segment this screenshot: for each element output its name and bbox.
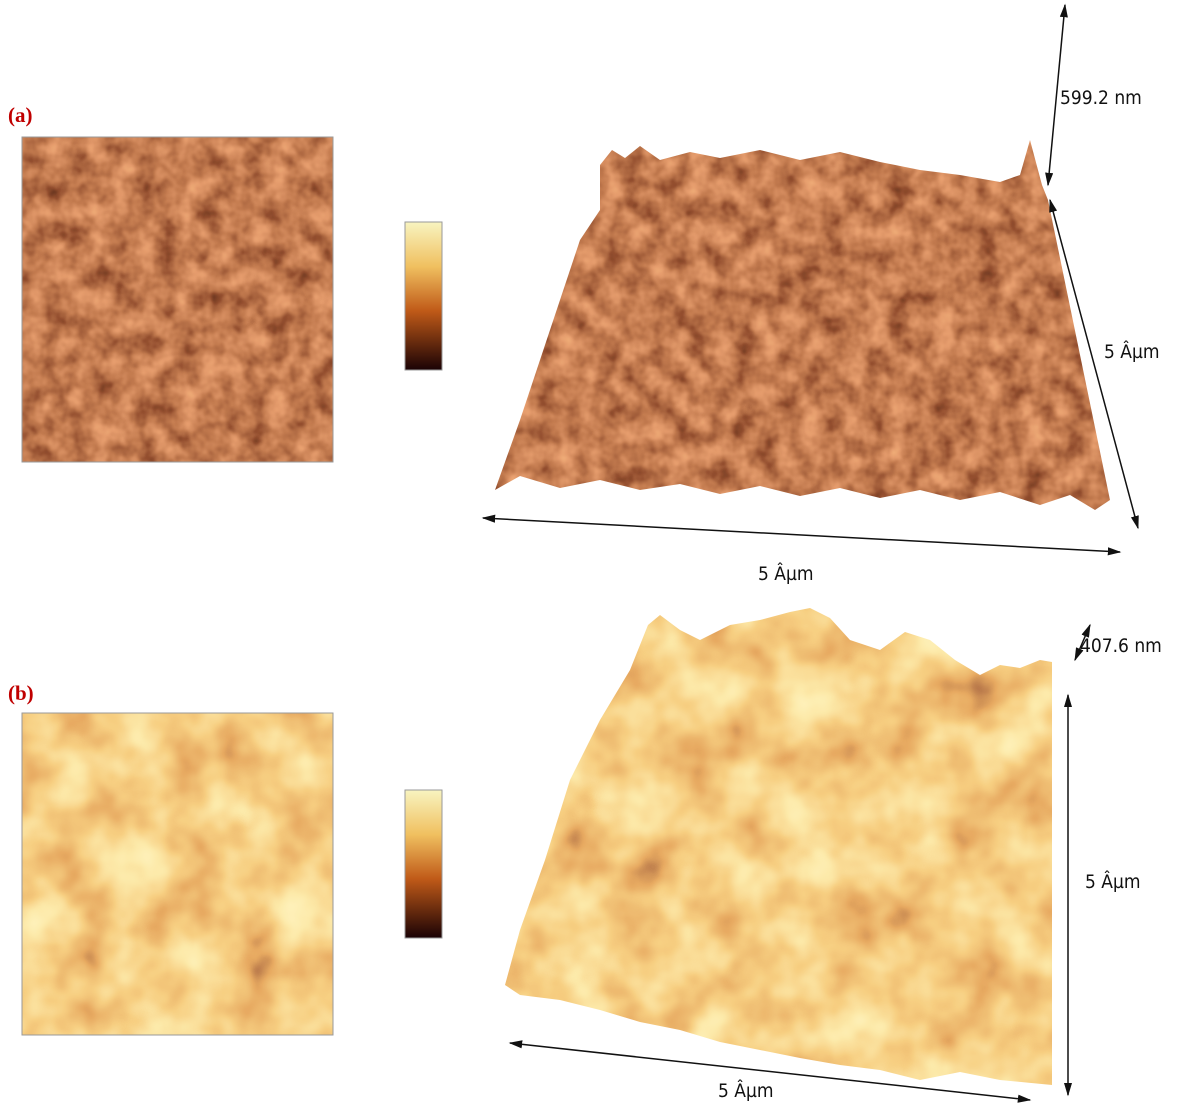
height-label: 407.6 nm — [1080, 635, 1162, 657]
afm-map — [22, 713, 333, 1035]
color-bar — [405, 790, 442, 938]
width-label: 5 Âµm — [718, 1079, 774, 1102]
color-bar — [405, 222, 442, 370]
height-label: 599.2 nm — [1060, 87, 1142, 109]
width-arrow — [483, 518, 1120, 552]
panel-label: (b) — [8, 681, 34, 705]
surface-3d — [505, 608, 1052, 1085]
depth-label: 5 Âµm — [1085, 870, 1141, 893]
figure: (a) 599.2 nm 5 Âµm 5 Âµm (b) 407.6 nm 5 … — [0, 0, 1183, 1103]
width-label: 5 Âµm — [758, 562, 814, 585]
surface-3d — [495, 140, 1110, 510]
panel-label: (a) — [8, 103, 33, 127]
afm-map — [22, 137, 333, 462]
depth-label: 5 Âµm — [1104, 340, 1160, 363]
